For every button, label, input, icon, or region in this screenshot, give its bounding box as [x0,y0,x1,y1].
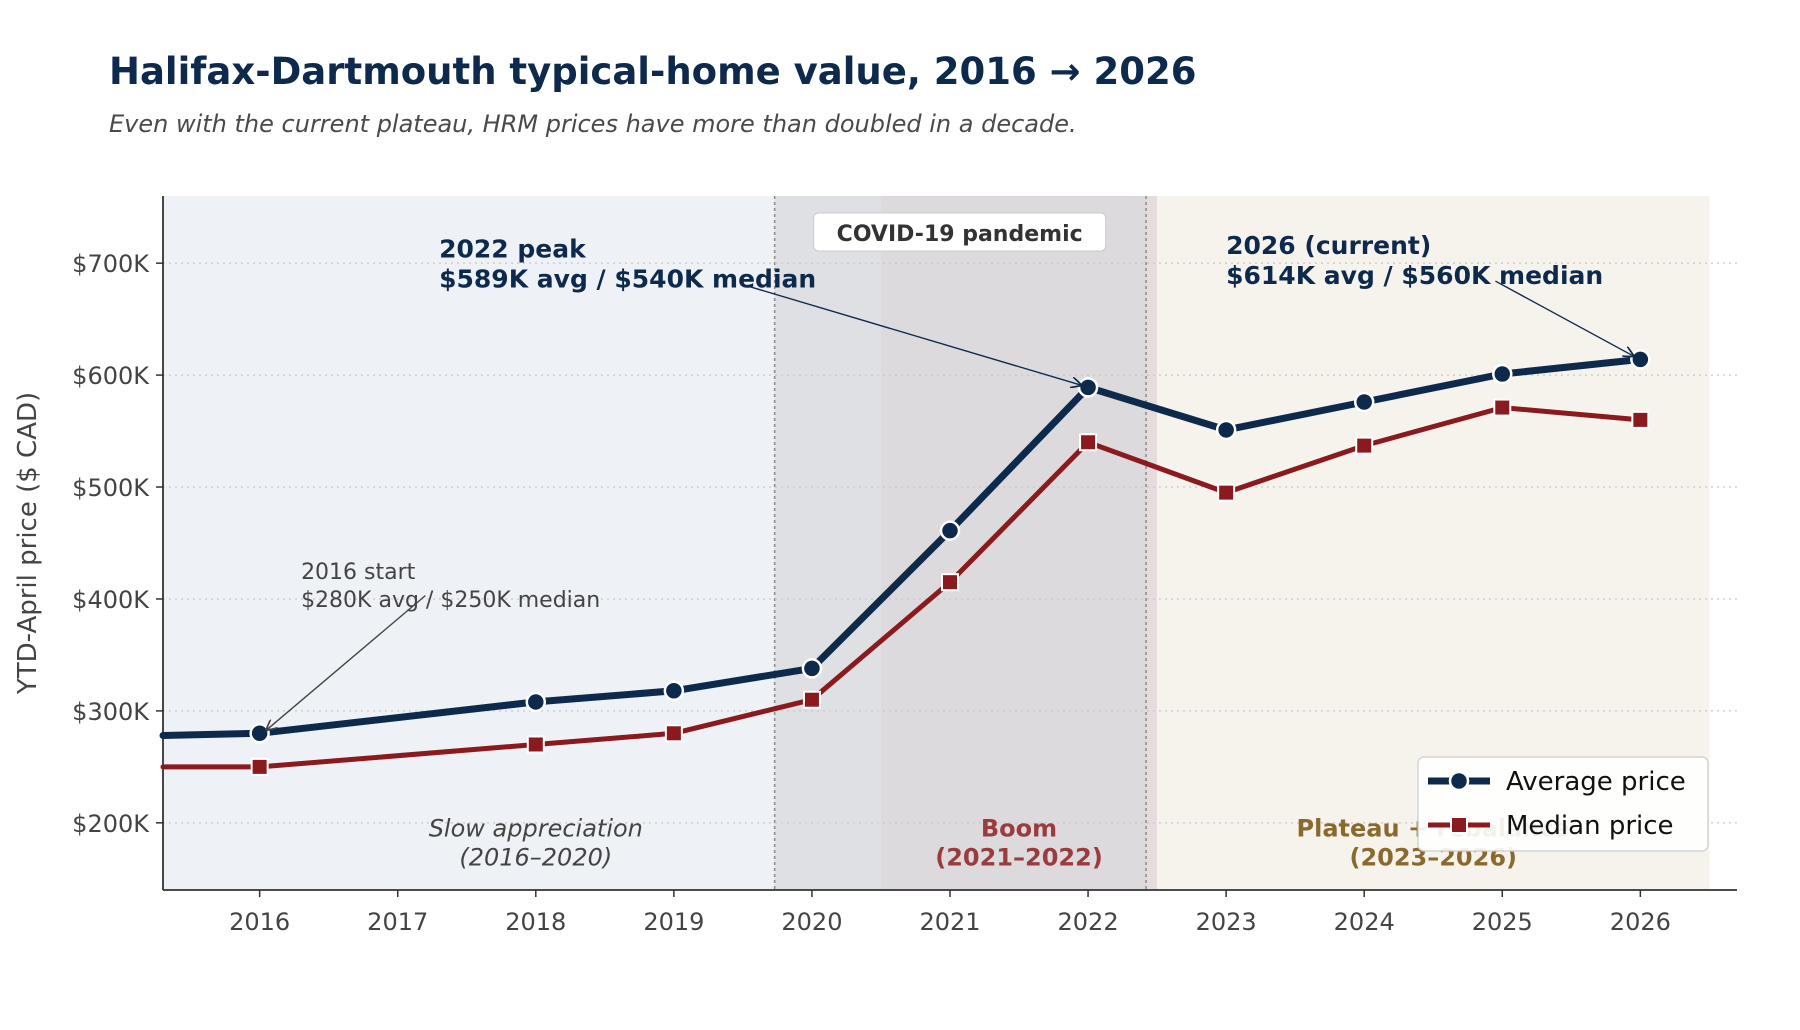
data-point [801,658,823,679]
data-point [1353,391,1375,413]
annotation-line: 2022 peak [439,235,587,264]
annotation-2016-start: 2016 start $280K avg / $250K median [267,560,600,730]
x-tick-label: 2025 [1472,908,1533,936]
data-point [1215,419,1237,441]
data-series [159,349,1651,776]
annotation-line: 2026 (current) [1226,231,1431,260]
period-band [774,196,1147,890]
data-point [941,573,959,592]
data-point [1630,349,1651,370]
annotation-2026-current: 2026 (current)$614K avg / $560K median [1226,231,1633,356]
period-label-line: (2016–2020) [459,843,612,871]
y-tick-label: $400K [72,586,150,614]
x-tick-label: 2023 [1196,908,1257,936]
legend-marker [1450,816,1468,834]
x-tick-label: 2017 [367,908,428,936]
chart-title: Halifax-Dartmouth typical-home value, 20… [109,50,1197,93]
y-tick-label: $500K [72,474,150,502]
period-band [163,196,881,890]
annotation-arrow [267,595,426,730]
axes: $200K $300K $400K $500K $600K $700K 2016 2017 20… [13,196,1737,936]
data-point [939,520,961,541]
legend-item-median-price: Median price [1428,811,1674,841]
x-tick-label: 2024 [1334,908,1395,936]
data-point [1217,483,1236,502]
y-tick-label: $300K [72,698,150,726]
y-tick-label: $600K [72,362,150,390]
data-point [663,680,685,702]
legend-label: Average price [1506,767,1686,797]
y-tick-label: $700K [72,250,150,278]
annotation-line: $280K avg / $250K median [301,588,600,613]
data-point [802,690,821,709]
data-point [1079,433,1098,452]
data-point [526,735,545,754]
data-point [1493,398,1512,417]
period-label-boom: Boom(2021–2022) [935,814,1103,871]
data-point [525,691,547,713]
series-median-price [160,398,1650,776]
legend: Average price Median price [1417,756,1709,852]
data-point [250,757,269,776]
data-point [1631,410,1650,429]
annotation-arrow [1495,280,1633,356]
covid-label-text: COVID-19 pandemic [837,222,1083,247]
annotation-line: 2016 start [301,560,416,585]
y-tick-label: $200K [72,810,150,838]
period-label-line: Slow appreciation [429,814,643,842]
data-point [1355,436,1374,455]
annotation-line: $589K avg / $540K median [439,265,816,294]
legend-label: Median price [1506,811,1674,841]
annotations: COVID-19 pandemic 2016 start $280K avg / $… [267,212,1634,730]
x-tick-label: 2019 [643,908,704,936]
covid-label-box [813,212,1107,252]
annotation-arrow [749,285,1081,386]
period-label-slow-appreciation: Slow appreciation(2016–2020) [429,814,643,871]
data-point [249,723,270,744]
x-tick-label: 2016 [229,908,290,936]
gridlines [163,262,1737,824]
period-label-line: Boom [981,814,1057,842]
data-point [1492,363,1513,385]
annotation-2022-peak: 2022 peak$589K avg / $540K median [439,235,1081,386]
legend-box [1417,756,1709,852]
period-labels: Slow appreciation(2016–2020) Boom(2021–20… [429,814,1570,871]
data-point [664,724,683,743]
x-tick-label: 2020 [781,908,842,936]
period-label-line: (2021–2022) [935,843,1103,871]
series-average-price [159,349,1651,744]
x-tick-label: 2021 [919,908,980,936]
x-tick-label: 2026 [1610,908,1671,936]
legend-marker [1448,770,1470,792]
x-tick-label: 2022 [1058,908,1119,936]
x-tick-label: 2018 [505,908,566,936]
data-point [1077,377,1099,398]
annotation-line: $614K avg / $560K median [1226,261,1603,290]
legend-item-average-price: Average price [1428,767,1686,797]
y-axis-title: YTD-April price ($ CAD) [13,392,43,695]
chart-subtitle: Even with the current plateau, HRM price… [109,110,1077,138]
covid-band-label: COVID-19 pandemic [813,212,1107,252]
